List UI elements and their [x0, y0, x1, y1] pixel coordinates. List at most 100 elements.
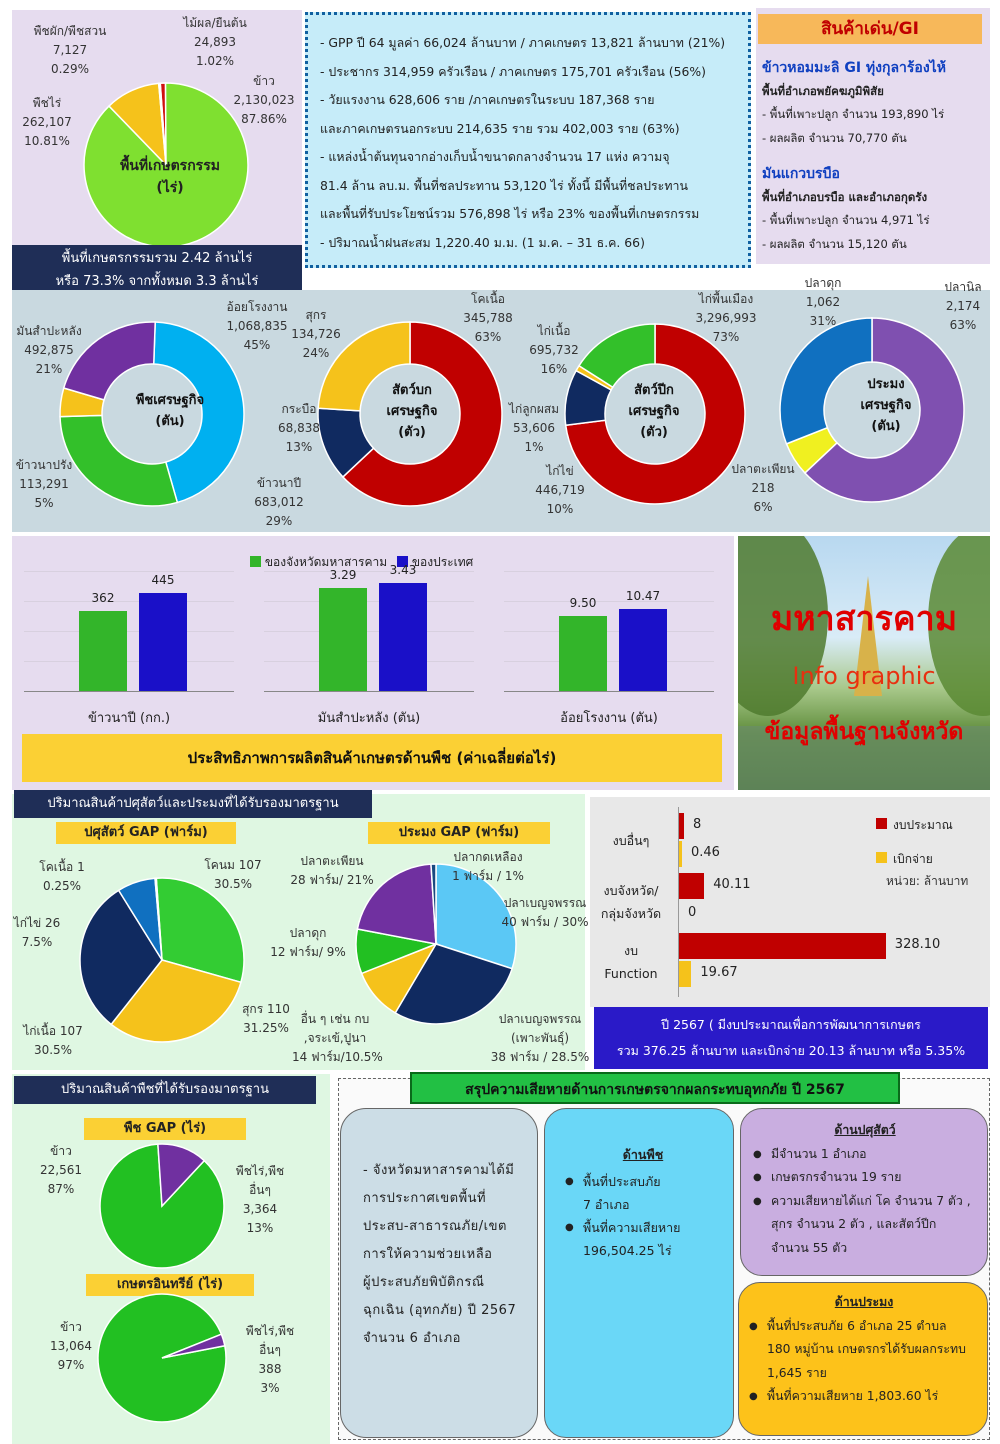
- summary-line: - วัยแรงงาน 628,606 ราย /ภาคเกษตรในระบบ …: [320, 92, 655, 107]
- organic-label-rice: ข้าว 13,064 97%: [50, 1320, 92, 1372]
- budget-row-label: งบจังหวัด/กลุ่มจังหวัด: [600, 883, 662, 921]
- livestock-label-broiler: ไก่เนื้อ 107 30.5%: [23, 1024, 83, 1057]
- yield-bar-value: 3.43: [389, 563, 417, 578]
- livestock-label-dairy: โคนม 107 30.5%: [204, 858, 262, 891]
- livestock-gap-pie-chart: [79, 877, 245, 1043]
- legend-swatch-country: [397, 556, 408, 567]
- livestock-label-beef: โคเนื้อ 345,788 63%: [463, 292, 513, 344]
- fishery-donut-center: ประมง เศรษฐกิจ (ตัน): [860, 377, 912, 434]
- crops-donut-slice-3: [62, 321, 156, 401]
- plant-gap-title: พืช GAP (ไร่): [84, 1118, 246, 1140]
- poultry-donut-slice-3: [577, 323, 656, 389]
- poultry-label-broiler: ไก่เนื้อ 695,732 16%: [529, 324, 579, 376]
- flood-intro-box: - จังหวัดมหาสารคามได้มี การประกาศเขตพื้นท…: [340, 1108, 538, 1438]
- legend-label-province: ของจังหวัดมหาสารคาม: [264, 555, 388, 569]
- yield-gridline: [264, 631, 474, 632]
- fishery-donut-slice-2: [779, 317, 873, 445]
- yield-gridline: [24, 661, 234, 662]
- budget-axis: [678, 807, 679, 997]
- budget-bar: [679, 813, 685, 839]
- yield-bar: [379, 583, 427, 691]
- yield-bar-value: 362: [91, 591, 115, 606]
- fish-label-catfish: ปลาดุก 12 ฟาร์ม/ 9%: [270, 926, 346, 959]
- yield-gridline: [264, 661, 474, 662]
- summary-line: - GPP ปี 64 มูลค่า 66,024 ล้านบาท / ภาคเ…: [320, 35, 726, 50]
- summary-line: - แหล่งน้ำต้นทุนจากอ่างเก็บน้ำขนาดกลางจำ…: [320, 149, 670, 164]
- legend-label-country: ของประเทศ: [411, 555, 474, 569]
- budget-footer: ปี 2567 ( มีงบประมาณเพื่อการพัฒนาการเกษต…: [594, 1007, 988, 1069]
- plant-gap-pie-slice-1: [157, 1143, 206, 1208]
- yield-axis: [24, 691, 234, 692]
- yield-bar: [79, 611, 127, 691]
- budget-bar-value: 8: [693, 817, 702, 832]
- yield-bar-value: 10.47: [625, 588, 661, 603]
- summary-line: และภาคเกษตรนอกระบบ 214,635 ราย รวม 402,0…: [320, 120, 680, 136]
- gap-section-title: ปริมาณสินค้าปศุสัตว์และประมงที่ได้รับรอง…: [14, 790, 372, 818]
- land-footer: พื้นที่เกษตรกรรมรวม 2.42 ล้านไร่ หรือ 73.…: [12, 245, 302, 295]
- yield-bar: [319, 587, 367, 691]
- budget-bar-value: 0: [688, 905, 697, 920]
- land-label-rice: ข้าว 2,130,023 87.86%: [233, 74, 295, 126]
- hero-image: มหาสารคาม Info graphic ข้อมูลพื้นฐานจังห…: [738, 536, 990, 790]
- budget-bar: [679, 841, 682, 867]
- hero-subtitle: Info graphic: [792, 662, 936, 690]
- summary-line: - ปริมาณน้ำฝนสะสม 1,220.40 ม.ม. (1 ม.ค. …: [320, 234, 645, 250]
- livestock-gap-pie-slice-4: [154, 877, 163, 961]
- yield-bar-chart: 362 445 ข้าวนาปี (กก.) 3.29 3.43 มันสำปะหลัง …: [12, 536, 734, 790]
- livestock-gap-title: ปศุสัตว์ GAP (ฟาร์ม): [56, 822, 236, 844]
- flood-livestock-title: ด้านปศุสัตว์: [834, 1123, 896, 1137]
- yield-gridline: [24, 631, 234, 632]
- livestock-label-layer: ไก่ไข่ 26 7.5%: [13, 916, 61, 949]
- yield-gridline: [24, 571, 234, 572]
- budget-bar-chart: งบอื่นๆ 8 0.46 งบจังหวัด/กลุ่มจังหวัด 40.11 0…: [590, 797, 990, 1007]
- poultry-donut-center: สัตว์ปีก เศรษฐกิจ (ตัว): [628, 383, 680, 440]
- land-pie-chart: [83, 82, 249, 248]
- gi-item-name: ข้าวหอมมะลิ GI ทุ่งกุลาร้องไห้: [762, 60, 946, 76]
- budget-bar: [679, 873, 705, 899]
- fish-label-mixed-breeding: ปลาเบญจพรรณ (เพาะพันธุ์) 38 ฟาร์ม / 28.5%: [490, 1012, 590, 1064]
- flood-fishery-box: ด้านประมง พื้นที่ประสบภัย 6 อำเภอ 25 ตำบ…: [738, 1282, 988, 1436]
- poultry-label-layer: ไก่ไข่ 446,719 10%: [535, 464, 585, 516]
- land-pie-center-label: พื้นที่เกษตรกรรม (ไร่): [120, 158, 220, 196]
- pagoda-shape: [854, 576, 882, 696]
- legend-label-spent: เบิกจ่าย: [893, 852, 933, 866]
- yield-category-label: มันสำปะหลัง (ตัน): [317, 711, 421, 726]
- crops-label-sugarcane: อ้อยโรงงาน 1,068,835 45%: [226, 300, 288, 352]
- gi-item-line: - พื้นที่เพาะปลูก จำนวน 4,971 ไร่: [762, 213, 930, 227]
- yield-bar-value: 445: [151, 573, 175, 588]
- livestock-gap-pie-slice-2: [79, 889, 163, 1026]
- summary-line: 81.4 ล้าน ลบ.ม. พื้นที่ชลประทาน 53,120 ไ…: [320, 177, 688, 193]
- yield-gridline: [504, 631, 714, 632]
- summary-box: - GPP ปี 64 มูลค่า 66,024 ล้านบาท / ภาคเ…: [305, 12, 751, 268]
- flood-fishery-title: ด้านประมง: [834, 1295, 894, 1309]
- gi-title: สินค้าเด่น/GI: [758, 14, 982, 44]
- livestock-label-beef: โคเนื้อ 1 0.25%: [39, 860, 85, 893]
- crops-label-rice: ข้าวนาปี 683,012 29%: [254, 476, 304, 528]
- yield-category-label: ข้าวนาปี (กก.): [87, 711, 171, 726]
- yield-gridline: [504, 661, 714, 662]
- plant-std-title: ปริมาณสินค้าพืชที่ได้รับรองมาตรฐาน: [14, 1076, 316, 1104]
- poultry-label-hybrid: ไก่ลูกผสม 53,606 1%: [508, 402, 560, 454]
- budget-row-label: งบ Function: [604, 943, 658, 981]
- yield-bar: [559, 616, 607, 691]
- crops-donut-center: พืชเศรษฐกิจ (ตัน): [135, 393, 205, 429]
- organic-pie-chart: [97, 1293, 227, 1423]
- yield-title: ประสิทธิภาพการผลิตสินค้าเกษตรด้านพืช (ค่…: [22, 734, 722, 782]
- livestock-donut-slice-2: [317, 321, 411, 412]
- livestock-donut-slice-0: [341, 321, 503, 507]
- legend-label-budget: งบประมาณ: [893, 818, 953, 832]
- crops-donut-chart: [59, 321, 245, 507]
- gi-item-line: - พื้นที่เพาะปลูก จำนวน 193,890 ไร่: [762, 107, 945, 121]
- plant-gap-label-other: พืชไร่,พืช อื่นๆ 3,364 13%: [235, 1164, 285, 1235]
- organic-pie-slice-1: [161, 1333, 226, 1359]
- yield-gridline: [264, 601, 474, 602]
- plant-gap-label-rice: ข้าว 22,561 87%: [40, 1144, 82, 1196]
- land-label-vegetable: พืชผัก/พืชสวน 7,127 0.29%: [33, 24, 107, 76]
- fish-label-mixed: ปลาเบญจพรรณ 40 ฟาร์ม / 30%: [501, 896, 589, 929]
- organic-label-other: พืชไร่,พืช อื่นๆ 388 3%: [245, 1324, 295, 1395]
- flood-title: สรุปความเสียหายด้านการเกษตรจากผลกระทบอุท…: [410, 1072, 900, 1104]
- flood-fishery-item: พื้นที่ความเสียหาย 1,803.60 ไร่: [747, 1385, 981, 1409]
- flood-plant-box: ด้านพืช พื้นที่ประสบภัย7 อำเภอ พื้นที่คว…: [544, 1108, 734, 1438]
- summary-line: - ประชากร 314,959 ครัวเรือน / ภาคเกษตร 1…: [320, 63, 706, 79]
